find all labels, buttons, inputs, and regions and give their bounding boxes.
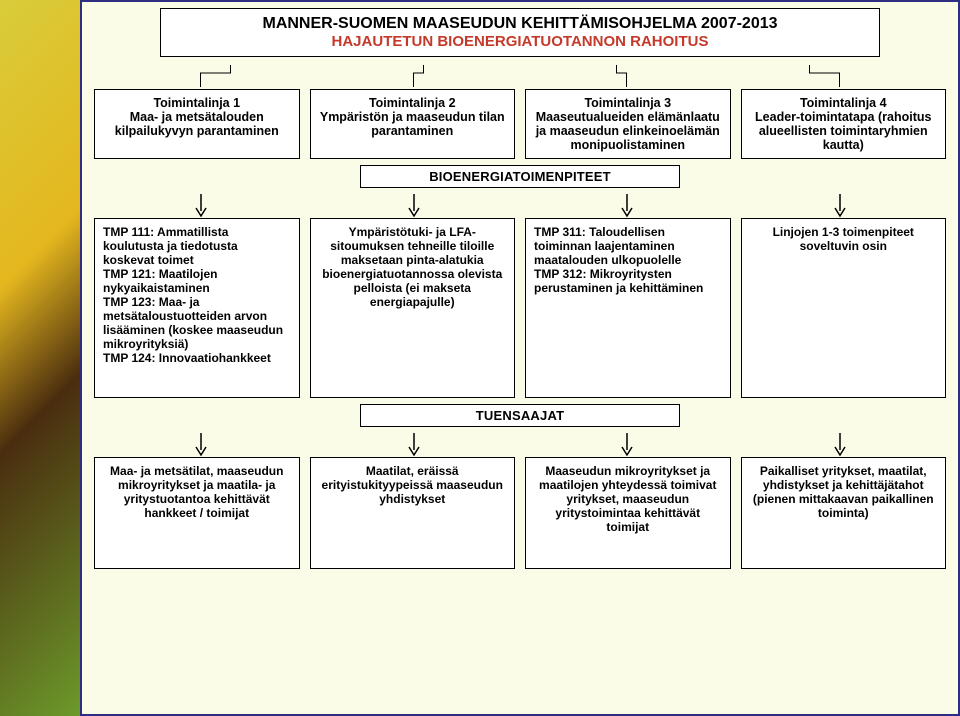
arrows-to-tuensaajat	[94, 433, 946, 457]
tmp-row: TMP 111: Ammatillista koulutusta ja tied…	[94, 218, 946, 398]
diagram-page: MANNER-SUOMEN MAASEUDUN KEHITTÄMISOHJELM…	[80, 0, 960, 716]
tl4-body: Leader-toimintatapa (rahoitus alueellist…	[750, 110, 938, 152]
arrows-to-tmp	[94, 194, 946, 218]
toimintalinja-4: Toimintalinja 4 Leader-toimintatapa (rah…	[741, 89, 947, 159]
tuensaajat-box-1: Maa- ja metsätilat, maaseudun mikroyrity…	[94, 457, 300, 569]
tuensaajat-box-2: Maatilat, eräissä erityistukityypeissä m…	[310, 457, 516, 569]
title-box: MANNER-SUOMEN MAASEUDUN KEHITTÄMISOHJELM…	[160, 8, 880, 57]
footer-decoration	[82, 668, 958, 714]
tmp-box-2: Ympäristötuki- ja LFA-sitoumuksen tehnei…	[310, 218, 516, 398]
tl3-body: Maaseutualueiden elämänlaatu ja maaseudu…	[534, 110, 722, 152]
tuensaajat-band: TUENSAAJAT	[360, 404, 680, 427]
tmp-box-3: TMP 311: Taloudellisen toiminnan laajent…	[525, 218, 731, 398]
tl1-body: Maa- ja metsätalouden kilpailukyvyn para…	[103, 110, 291, 138]
toimintalinja-2: Toimintalinja 2 Ympäristön ja maaseudun …	[310, 89, 516, 159]
title-line2: HAJAUTETUN BIOENERGIATUOTANNON RAHOITUS	[169, 33, 871, 50]
toimintalinja-row: Toimintalinja 1 Maa- ja metsätalouden ki…	[94, 89, 946, 159]
tl2-body: Ympäristön ja maaseudun tilan parantamin…	[319, 110, 507, 138]
connectors-title-to-tl	[94, 65, 946, 87]
tmp-box-4: Linjojen 1-3 toimenpiteet soveltuvin osi…	[741, 218, 947, 398]
tuensaajat-row: Maa- ja metsätilat, maaseudun mikroyrity…	[94, 457, 946, 569]
title-line1: MANNER-SUOMEN MAASEUDUN KEHITTÄMISOHJELM…	[169, 15, 871, 33]
toimintalinja-1: Toimintalinja 1 Maa- ja metsätalouden ki…	[94, 89, 300, 159]
tl2-heading: Toimintalinja 2	[319, 96, 507, 110]
tl3-heading: Toimintalinja 3	[534, 96, 722, 110]
tl1-heading: Toimintalinja 1	[103, 96, 291, 110]
bioenergia-band: BIOENERGIATOIMENPITEET	[360, 165, 680, 188]
tmp-box-1: TMP 111: Ammatillista koulutusta ja tied…	[94, 218, 300, 398]
tuensaajat-box-3: Maaseudun mikroyritykset ja maatilojen y…	[525, 457, 731, 569]
tl4-heading: Toimintalinja 4	[750, 96, 938, 110]
tuensaajat-box-4: Paikalliset yritykset, maatilat, yhdisty…	[741, 457, 947, 569]
toimintalinja-3: Toimintalinja 3 Maaseutualueiden elämänl…	[525, 89, 731, 159]
